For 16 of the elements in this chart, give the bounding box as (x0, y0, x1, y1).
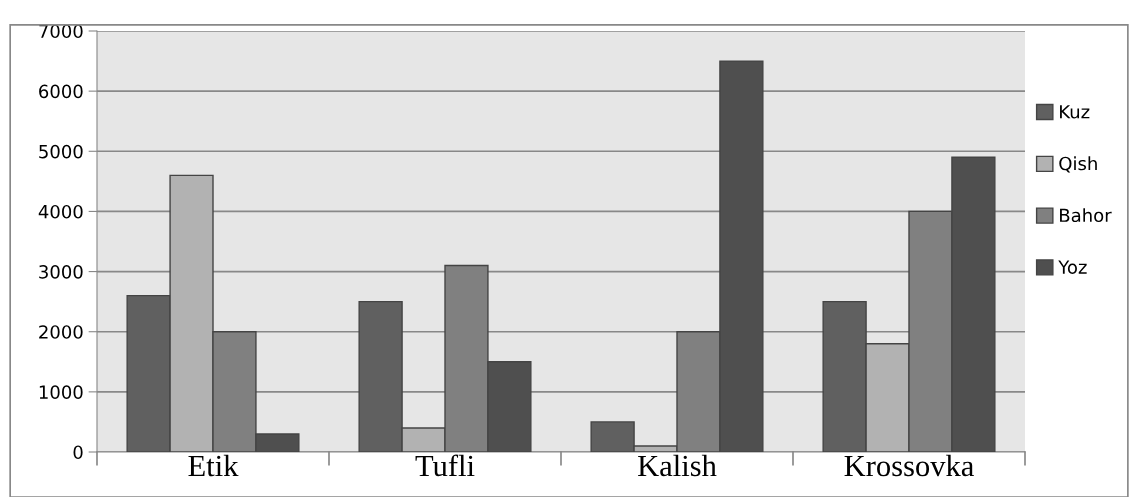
y-tick-label: 4000 (38, 204, 83, 219)
legend-label: Bahor (1060, 208, 1112, 223)
x-tick-label: Tufli (415, 454, 475, 477)
x-tick-label: Krossovka (844, 454, 974, 477)
y-tick-label: 5000 (39, 144, 83, 159)
legend-label: Qish (1059, 156, 1097, 173)
y-tick-label: 2000 (39, 325, 83, 339)
x-tick-label: Kalish (637, 454, 717, 477)
legend-label: Kuz (1060, 105, 1090, 119)
y-tick-label: 1000 (39, 385, 83, 399)
legend-label: Yoz (1058, 260, 1087, 274)
y-tick-label: 0 (73, 445, 83, 460)
x-tick-label: Etik (188, 454, 239, 477)
y-tick-label: 6000 (39, 84, 83, 99)
y-tick-label: 3000 (39, 265, 83, 279)
y-tick-label: 7000 (39, 24, 83, 39)
